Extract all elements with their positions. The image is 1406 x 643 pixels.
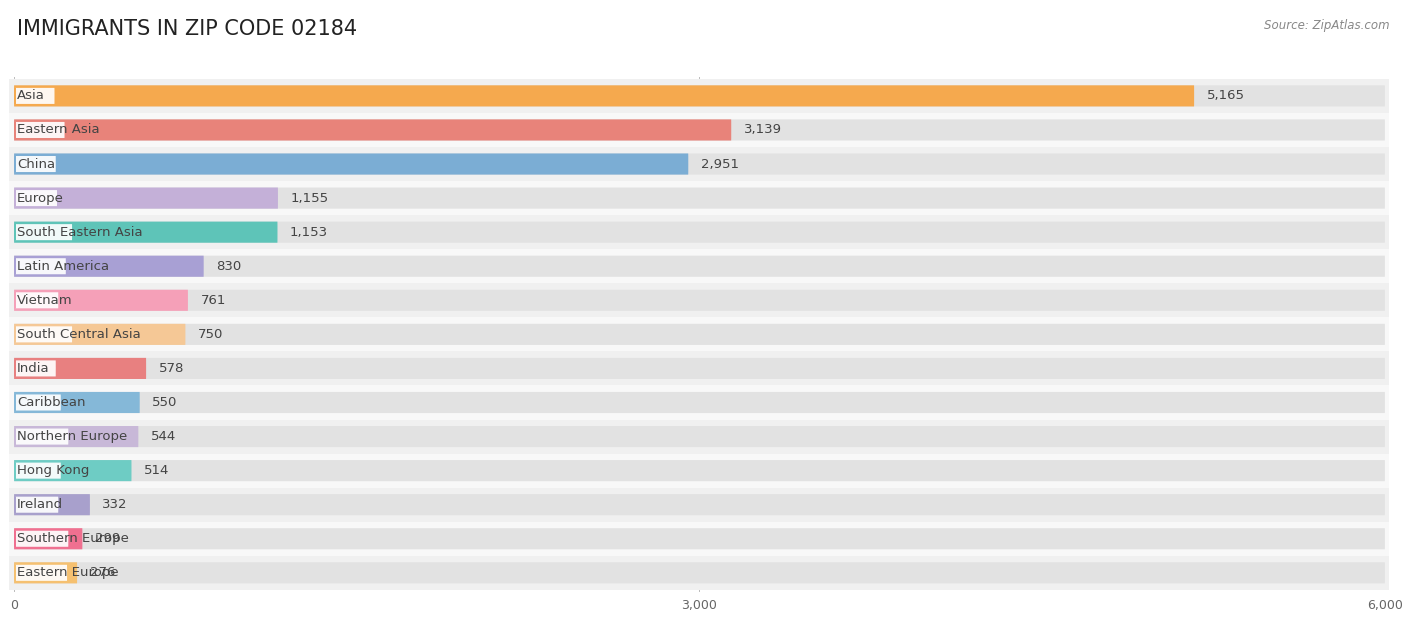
Text: 276: 276 — [90, 566, 115, 579]
FancyBboxPatch shape — [14, 426, 138, 447]
FancyBboxPatch shape — [14, 528, 1385, 549]
FancyBboxPatch shape — [14, 222, 1385, 242]
FancyBboxPatch shape — [14, 494, 1385, 515]
FancyBboxPatch shape — [10, 181, 1389, 215]
FancyBboxPatch shape — [14, 562, 1385, 583]
FancyBboxPatch shape — [10, 487, 1389, 521]
FancyBboxPatch shape — [14, 256, 1385, 276]
FancyBboxPatch shape — [10, 556, 1389, 590]
FancyBboxPatch shape — [14, 188, 1385, 209]
Text: 1,155: 1,155 — [291, 192, 329, 204]
FancyBboxPatch shape — [15, 156, 56, 172]
FancyBboxPatch shape — [14, 358, 146, 379]
FancyBboxPatch shape — [15, 88, 55, 104]
Text: 578: 578 — [159, 362, 184, 375]
FancyBboxPatch shape — [14, 86, 1194, 107]
FancyBboxPatch shape — [10, 215, 1389, 249]
FancyBboxPatch shape — [10, 249, 1389, 284]
FancyBboxPatch shape — [15, 224, 72, 240]
FancyBboxPatch shape — [15, 293, 58, 309]
Text: 830: 830 — [217, 260, 242, 273]
Text: Caribbean: Caribbean — [17, 396, 86, 409]
Text: South Eastern Asia: South Eastern Asia — [17, 226, 143, 239]
Text: 544: 544 — [150, 430, 176, 443]
FancyBboxPatch shape — [15, 530, 69, 547]
FancyBboxPatch shape — [14, 324, 1385, 345]
FancyBboxPatch shape — [14, 222, 277, 242]
FancyBboxPatch shape — [14, 154, 1385, 175]
Text: 761: 761 — [201, 294, 226, 307]
FancyBboxPatch shape — [14, 256, 204, 276]
Text: South Central Asia: South Central Asia — [17, 328, 141, 341]
Text: 514: 514 — [143, 464, 170, 477]
FancyBboxPatch shape — [14, 460, 1385, 481]
FancyBboxPatch shape — [14, 494, 90, 515]
FancyBboxPatch shape — [10, 351, 1389, 385]
FancyBboxPatch shape — [10, 284, 1389, 318]
FancyBboxPatch shape — [14, 188, 278, 209]
FancyBboxPatch shape — [15, 496, 58, 512]
FancyBboxPatch shape — [14, 426, 1385, 447]
FancyBboxPatch shape — [15, 190, 58, 206]
FancyBboxPatch shape — [15, 360, 56, 376]
FancyBboxPatch shape — [14, 290, 1385, 311]
FancyBboxPatch shape — [14, 358, 1385, 379]
FancyBboxPatch shape — [14, 562, 77, 583]
FancyBboxPatch shape — [15, 394, 60, 410]
FancyBboxPatch shape — [14, 324, 186, 345]
FancyBboxPatch shape — [15, 428, 69, 444]
Text: 1,153: 1,153 — [290, 226, 328, 239]
Text: IMMIGRANTS IN ZIP CODE 02184: IMMIGRANTS IN ZIP CODE 02184 — [17, 19, 357, 39]
Text: Southern Europe: Southern Europe — [17, 532, 129, 545]
FancyBboxPatch shape — [15, 327, 72, 342]
Text: 750: 750 — [198, 328, 224, 341]
Text: Eastern Europe: Eastern Europe — [17, 566, 118, 579]
FancyBboxPatch shape — [10, 453, 1389, 487]
Text: Asia: Asia — [17, 89, 45, 102]
Text: Eastern Asia: Eastern Asia — [17, 123, 100, 136]
FancyBboxPatch shape — [10, 113, 1389, 147]
Text: Latin America: Latin America — [17, 260, 110, 273]
FancyBboxPatch shape — [15, 122, 65, 138]
FancyBboxPatch shape — [14, 460, 132, 481]
Text: 332: 332 — [103, 498, 128, 511]
Text: Vietnam: Vietnam — [17, 294, 73, 307]
Text: Source: ZipAtlas.com: Source: ZipAtlas.com — [1264, 19, 1389, 32]
FancyBboxPatch shape — [10, 419, 1389, 453]
Text: 5,165: 5,165 — [1206, 89, 1244, 102]
Text: 550: 550 — [152, 396, 177, 409]
FancyBboxPatch shape — [14, 290, 188, 311]
Text: Ireland: Ireland — [17, 498, 63, 511]
Text: Europe: Europe — [17, 192, 65, 204]
FancyBboxPatch shape — [15, 462, 60, 478]
FancyBboxPatch shape — [10, 79, 1389, 113]
Text: 2,951: 2,951 — [700, 158, 740, 170]
FancyBboxPatch shape — [14, 154, 689, 175]
FancyBboxPatch shape — [15, 258, 66, 275]
FancyBboxPatch shape — [10, 385, 1389, 419]
Text: Northern Europe: Northern Europe — [17, 430, 128, 443]
FancyBboxPatch shape — [10, 318, 1389, 351]
Text: 299: 299 — [96, 532, 120, 545]
FancyBboxPatch shape — [15, 565, 67, 581]
FancyBboxPatch shape — [14, 120, 731, 141]
FancyBboxPatch shape — [14, 392, 139, 413]
Text: India: India — [17, 362, 49, 375]
FancyBboxPatch shape — [14, 120, 1385, 141]
FancyBboxPatch shape — [14, 392, 1385, 413]
Text: Hong Kong: Hong Kong — [17, 464, 90, 477]
FancyBboxPatch shape — [10, 521, 1389, 556]
Text: China: China — [17, 158, 55, 170]
FancyBboxPatch shape — [14, 528, 83, 549]
FancyBboxPatch shape — [10, 147, 1389, 181]
FancyBboxPatch shape — [14, 86, 1385, 107]
Text: 3,139: 3,139 — [744, 123, 782, 136]
